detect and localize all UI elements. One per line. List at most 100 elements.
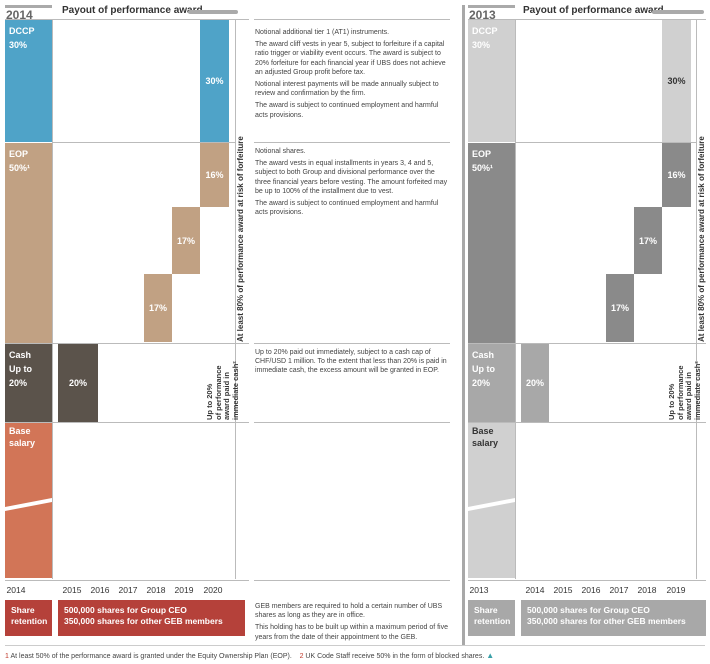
year-label: 2017 [118, 585, 138, 595]
footnote-rule [5, 645, 705, 646]
retention-label-1: Share [11, 605, 35, 615]
desc-p: Notional interest payments will be made … [255, 81, 439, 98]
eop-bar-2019: 16% [662, 143, 691, 207]
eop-bar-2019: 17% [172, 207, 200, 274]
year-label: 2017 [609, 585, 629, 595]
year-label: 2016 [90, 585, 110, 595]
year-label: 2018 [146, 585, 166, 595]
eop-bar-2018: 17% [634, 207, 662, 274]
axis-left [52, 19, 53, 579]
cash-vertical-label: Up to 20% of performance award paid in i… [667, 361, 702, 420]
eop-description: Notional shares. The award vests in equa… [255, 147, 450, 220]
cash-sub1: Up to [9, 364, 32, 374]
header-rule [468, 5, 515, 8]
break-slash [468, 498, 515, 511]
desc-p: The award is subject to continued employ… [255, 200, 439, 217]
eop-pct: 50%¹ [472, 163, 494, 173]
title-rule [188, 10, 238, 14]
row-line [468, 422, 706, 423]
share-retention-label: Share retention [468, 600, 515, 636]
year-label: 2013 [469, 585, 489, 595]
title-rule [652, 10, 704, 14]
desc-p: This holding has to be built up within a… [255, 624, 448, 641]
year-label: 2020 [203, 585, 223, 595]
panel-title: Payout of performance award [523, 5, 664, 16]
axis-right [696, 19, 697, 579]
row-line [515, 142, 696, 143]
base-salary-block: Base salary [5, 423, 52, 578]
cash-description: Up to 20% paid out immediately, subject … [255, 348, 450, 379]
footnote-2-num: 2 [299, 653, 304, 660]
cash-bar-2014: 20% [521, 344, 549, 422]
cash-block: Cash Up to 20% [5, 344, 52, 422]
row-line [5, 343, 249, 344]
panel-year: 2014 [6, 8, 33, 22]
retention-description: GEB members are required to hold a certa… [255, 602, 450, 645]
dccp-block: DCCP 30% [468, 20, 515, 142]
dccp-pct: 30% [9, 40, 28, 50]
dccp-block: DCCP 30% [5, 20, 52, 142]
eop-pct: 50%¹ [9, 163, 31, 173]
years-line [468, 580, 706, 581]
desc-p: The award is subject to continued employ… [255, 102, 439, 119]
retention-label-2: retention [474, 615, 511, 626]
cash-sub2: 20% [9, 378, 28, 388]
row-line [5, 422, 249, 423]
eop-bar-2020: 16% [200, 143, 229, 207]
retention-geb: 350,000 shares for other GEB members [64, 615, 223, 626]
dccp-label: DCCP [9, 26, 35, 36]
retention-geb: 350,000 shares for other GEB members [527, 615, 686, 626]
desc-line [254, 343, 450, 344]
eop-block: EOP 50%¹ [5, 143, 52, 343]
axis-right [235, 19, 236, 579]
base-line1: Base [9, 426, 31, 436]
panel-separator [462, 5, 465, 645]
desc-line [254, 19, 450, 20]
base-line1: Base [472, 426, 494, 436]
dccp-bar-2020: 30% [200, 20, 229, 142]
dccp-pct: 30% [472, 40, 491, 50]
vcash-4: immediate cash² [230, 361, 240, 420]
eop-block: EOP 50%¹ [468, 143, 515, 343]
back-to-top-icon[interactable]: ▲ [486, 651, 495, 660]
desc-p: GEB members are required to hold a certa… [255, 603, 443, 620]
row-line [52, 142, 235, 143]
year-label: 2015 [62, 585, 82, 595]
base-line2: salary [472, 438, 499, 448]
eop-bar-2017: 17% [606, 274, 634, 342]
at-risk-vertical-label: At least 80% of performance award at ris… [697, 136, 706, 342]
eop-label: EOP [9, 149, 29, 159]
share-retention-values: 500,000 shares for Group CEO 350,000 sha… [58, 600, 245, 636]
cash-vertical-label: Up to 20% of performance award paid in i… [205, 361, 240, 420]
retention-label-1: Share [474, 605, 498, 615]
retention-ceo: 500,000 shares for Group CEO [527, 605, 650, 615]
vcash-4: immediate cash² [692, 361, 702, 420]
desc-p: Notional shares. [255, 148, 306, 155]
base-line2: salary [9, 438, 36, 448]
desc-line [254, 580, 450, 581]
year-label: 2016 [581, 585, 601, 595]
dccp-label: DCCP [472, 26, 498, 36]
dccp-bar-2019: 30% [662, 20, 691, 142]
cash-bar-2015: 20% [58, 344, 98, 422]
year-label: 2019 [666, 585, 686, 595]
header-rule [5, 5, 52, 8]
desc-line [254, 422, 450, 423]
cash-block: Cash Up to 20% [468, 344, 515, 422]
footnote-1-num: 1 [5, 653, 9, 660]
footnote-2-text: UK Code Staff receive 50% in the form of… [305, 653, 485, 660]
desc-line [254, 142, 450, 143]
share-retention-label: Share retention [5, 600, 52, 636]
dccp-description: Notional additional tier 1 (AT1) instrum… [255, 28, 450, 123]
eop-bar-2018: 17% [144, 274, 172, 342]
desc-p: The award vests in equal installments in… [255, 160, 448, 195]
header-line [468, 19, 706, 20]
desc-p: Notional additional tier 1 (AT1) instrum… [255, 29, 390, 36]
cash-label: Cash [9, 350, 32, 360]
cash-label: Cash [472, 350, 495, 360]
header-line [5, 19, 249, 20]
panel-title: Payout of performance award [62, 5, 203, 16]
base-salary-block: Base salary [468, 423, 515, 578]
footnote-1-text: At least 50% of the performance award is… [10, 653, 292, 660]
break-slash [5, 498, 52, 511]
